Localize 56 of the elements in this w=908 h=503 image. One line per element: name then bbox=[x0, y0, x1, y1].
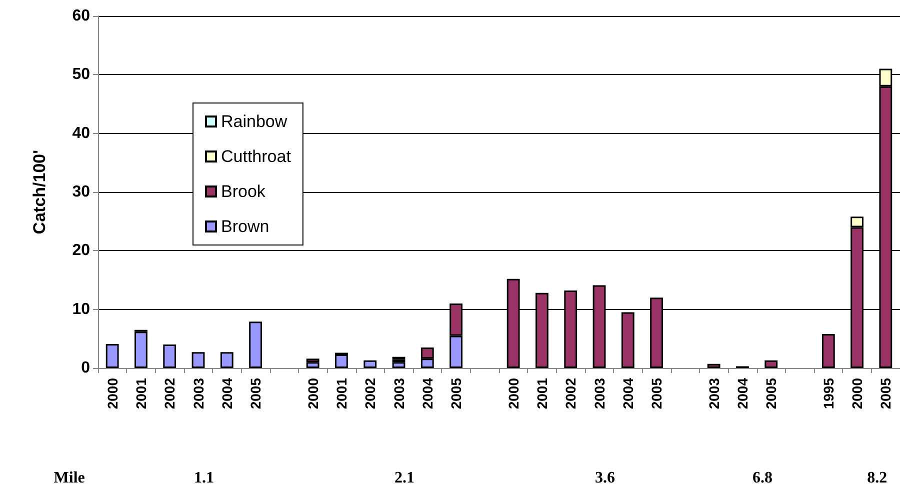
x-tick-label: 1995 bbox=[820, 378, 836, 410]
x-tick-label: 2001 bbox=[534, 378, 550, 410]
bar bbox=[249, 322, 262, 368]
x-tick-label: 2000 bbox=[304, 378, 321, 410]
bar bbox=[621, 312, 634, 368]
x-tick-label: 2003 bbox=[591, 378, 608, 410]
legend-label: Brook bbox=[221, 182, 266, 201]
text: 3.6 bbox=[594, 470, 615, 486]
text: 8.2 bbox=[867, 470, 888, 486]
x-tick-label: 2000 bbox=[849, 378, 866, 410]
bar bbox=[192, 352, 205, 368]
x-tick-label: 2005 bbox=[648, 378, 665, 410]
y-tick-label: 0 bbox=[81, 360, 90, 376]
legend-label: Cutthroat bbox=[221, 147, 292, 166]
x-tick-label: 2005 bbox=[763, 378, 780, 410]
bar bbox=[764, 360, 778, 368]
bar bbox=[335, 354, 348, 368]
x-tick-label: 2004 bbox=[218, 378, 235, 410]
text: 2.1 bbox=[394, 470, 414, 486]
x-tick-label: 2002 bbox=[362, 378, 378, 410]
x-tick-label: 2002 bbox=[162, 378, 178, 410]
text: 6.8 bbox=[752, 470, 773, 486]
bar bbox=[364, 360, 377, 368]
y-tick-label: 50 bbox=[72, 66, 90, 84]
bar bbox=[163, 344, 176, 368]
bar bbox=[134, 332, 148, 368]
x-tick-label: 2005 bbox=[248, 378, 264, 410]
x-tick-label: 2001 bbox=[132, 378, 149, 410]
x-tick-label: 2004 bbox=[419, 378, 436, 410]
y-tick-label: 20 bbox=[72, 242, 90, 260]
x-tick-label: 2001 bbox=[333, 378, 350, 410]
text: Mile bbox=[54, 470, 85, 486]
y-axis-title: Catch/100' bbox=[30, 150, 49, 234]
x-tick-label: 2004 bbox=[734, 378, 750, 410]
bar bbox=[220, 352, 234, 368]
bar bbox=[707, 364, 720, 368]
bar bbox=[822, 334, 835, 368]
y-tick-label: 60 bbox=[72, 8, 90, 24]
x-tick-label: 2000 bbox=[104, 378, 120, 410]
x-tick-label: 2003 bbox=[706, 378, 722, 410]
x-tick-label: 2004 bbox=[620, 378, 636, 410]
x-tick-label: 2000 bbox=[505, 378, 522, 410]
x-tick-label: 2003 bbox=[390, 378, 407, 410]
x-tick-label: 2003 bbox=[190, 378, 206, 410]
bar bbox=[106, 344, 119, 368]
y-tick-label: 30 bbox=[72, 184, 90, 200]
bar bbox=[392, 362, 406, 368]
text: 1.1 bbox=[194, 470, 214, 486]
bar bbox=[306, 362, 320, 368]
legend-label: Rainbow bbox=[221, 112, 288, 131]
x-tick-label: 2002 bbox=[562, 378, 579, 410]
x-tick-label: 2005 bbox=[448, 378, 464, 410]
y-tick-label: 10 bbox=[72, 300, 90, 318]
x-tick-label: 2005 bbox=[878, 378, 894, 410]
legend-label: Brown bbox=[221, 217, 270, 236]
y-tick-label: 40 bbox=[72, 124, 90, 142]
